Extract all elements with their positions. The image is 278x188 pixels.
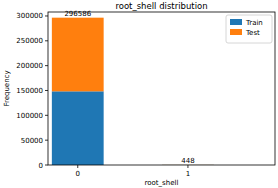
y-tick (45, 40, 48, 41)
total-label: 448 (181, 157, 194, 165)
legend-swatch (230, 29, 242, 35)
legend-label: Test (245, 29, 260, 37)
legend-label: Train (245, 19, 263, 27)
title: root_shell distribution (115, 1, 207, 11)
x-tick (77, 165, 78, 168)
y-tick (45, 140, 48, 141)
y-tick (45, 115, 48, 116)
y-tick (45, 90, 48, 91)
y-tick-label: 300000 (16, 12, 43, 20)
y-tick-label: 250000 (16, 37, 43, 45)
x-tick (187, 165, 188, 168)
plot-frame (48, 12, 275, 165)
y-tick (45, 165, 48, 166)
bars (52, 18, 214, 165)
total-label: 296586 (64, 10, 91, 18)
y-tick-label: 150000 (16, 87, 43, 95)
y-tick-label: 0 (39, 162, 43, 170)
bar-segment (52, 18, 104, 92)
y-tick-label: 50000 (21, 137, 43, 145)
x-tick-label: 0 (76, 170, 80, 178)
chart-svg: 0 50000 100000 150000 200000 250000 300000 0 1 29… (0, 0, 278, 188)
y-tick-label: 200000 (16, 62, 43, 70)
y-tick (45, 65, 48, 66)
y-tick (45, 15, 48, 16)
legend: Train Test (226, 15, 272, 43)
x-axis-label: root_shell (145, 179, 179, 187)
chart-container: 0 50000 100000 150000 200000 250000 300000 0 1 29… (0, 0, 278, 188)
bar-segment (52, 91, 104, 165)
legend-box (226, 15, 272, 43)
y-axis-label: Frequency (3, 70, 11, 106)
x-tick-label: 1 (186, 170, 190, 178)
legend-swatch (230, 19, 242, 25)
y-tick-label: 100000 (16, 112, 43, 120)
